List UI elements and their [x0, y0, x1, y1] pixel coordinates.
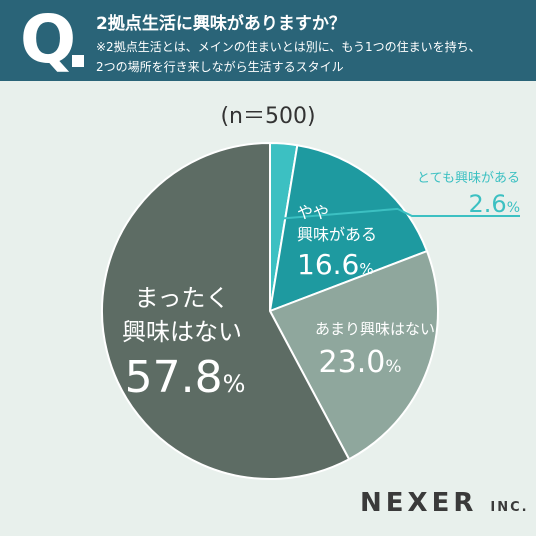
logo-text: NEXER [360, 488, 478, 518]
slice-label-not-at-all-line2: 興味はない [122, 318, 242, 346]
question-note-line2: 2つの場所を行き来しながら生活するスタイル [96, 60, 344, 74]
slice-label-somewhat-interested-line1: やや [297, 203, 329, 222]
nexer-logo: NEXER INC. [360, 488, 529, 518]
q-mark-dot [72, 55, 84, 67]
slice-not-at-all-interested [101, 141, 351, 480]
slice-value-not-very-interested: 23.0% [319, 345, 402, 380]
sample-size-label: (n＝500) [220, 104, 316, 129]
question-title: 2拠点生活に興味がありますか？ [96, 14, 346, 34]
slice-somewhat-interested [268, 144, 429, 313]
q-mark: Q [20, 1, 77, 78]
question-header: Q 2拠点生活に興味がありますか？ ※2拠点生活とは、メインの住まいとは別に、も… [0, 0, 536, 81]
slice-label-somewhat-interested-line2: 興味がある [297, 225, 377, 244]
slice-value-somewhat-interested: 16.6% [297, 248, 374, 281]
slice-label-not-at-all-line1: まったく [134, 284, 229, 312]
question-note-line1: ※2拠点生活とは、メインの住まいとは別に、もう1つの住まいを持ち、 [96, 40, 481, 54]
callout-line [277, 207, 520, 220]
slice-value-very-interested: 2.6% [469, 190, 520, 218]
logo-suffix: INC. [490, 500, 529, 515]
slice-label-not-very-interested: あまり興味はない [315, 320, 435, 338]
slice-not-very-interested [268, 249, 439, 461]
slice-value-not-at-all-interested: 57.8% [125, 352, 246, 403]
slice-label-very-interested: とても興味がある [417, 171, 520, 186]
